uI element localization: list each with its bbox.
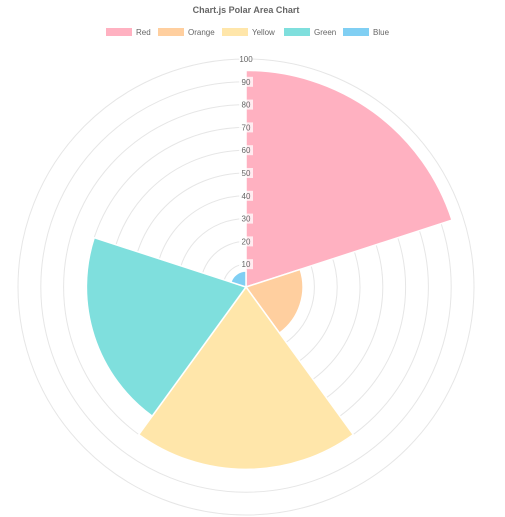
tick-label-30: 30 (242, 215, 251, 224)
tick-backdrop-30 (239, 213, 253, 224)
legend-label-red[interactable]: Red (136, 28, 151, 37)
legend-swatch-orange[interactable] (158, 28, 184, 36)
tick-label-50: 50 (242, 169, 251, 178)
legend-swatch-blue[interactable] (343, 28, 369, 36)
tick-backdrop-100 (239, 54, 253, 64)
legend-label-yellow[interactable]: Yellow (252, 28, 275, 37)
legend-label-orange[interactable]: Orange (188, 28, 215, 37)
tick-label-10: 10 (242, 260, 251, 269)
legend: Red Orange Yellow Green Blue (106, 28, 390, 37)
tick-label-90: 90 (242, 78, 251, 87)
tick-backdrop-50 (239, 168, 253, 178)
radial-ticks: 10 20 30 40 50 60 70 80 90 100 (239, 54, 253, 270)
tick-backdrop-60 (239, 145, 253, 156)
tick-label-100: 100 (239, 55, 253, 64)
tick-backdrop-40 (239, 190, 253, 201)
tick-backdrop-20 (239, 236, 253, 247)
tick-label-70: 70 (242, 123, 251, 132)
tick-backdrop-90 (239, 76, 253, 87)
legend-swatch-yellow[interactable] (222, 28, 248, 36)
legend-swatch-red[interactable] (106, 28, 132, 36)
sector-red[interactable] (245, 69, 453, 289)
sector-blue[interactable] (229, 270, 247, 289)
sector-yellow[interactable] (137, 285, 355, 471)
tick-label-40: 40 (242, 192, 251, 201)
tick-backdrop-80 (239, 99, 253, 110)
tick-label-80: 80 (242, 101, 251, 110)
tick-backdrop-10 (239, 259, 253, 270)
sector-green[interactable] (85, 236, 248, 418)
legend-label-green[interactable]: Green (314, 28, 336, 37)
chart-title: Chart.js Polar Area Chart (193, 5, 300, 15)
tick-label-20: 20 (242, 237, 251, 246)
tick-label-60: 60 (242, 146, 251, 155)
legend-label-blue[interactable]: Blue (373, 28, 390, 37)
tick-backdrop-70 (239, 122, 253, 133)
sector-orange[interactable] (244, 268, 304, 335)
polar-sectors (85, 69, 453, 471)
legend-swatch-green[interactable] (284, 28, 310, 36)
